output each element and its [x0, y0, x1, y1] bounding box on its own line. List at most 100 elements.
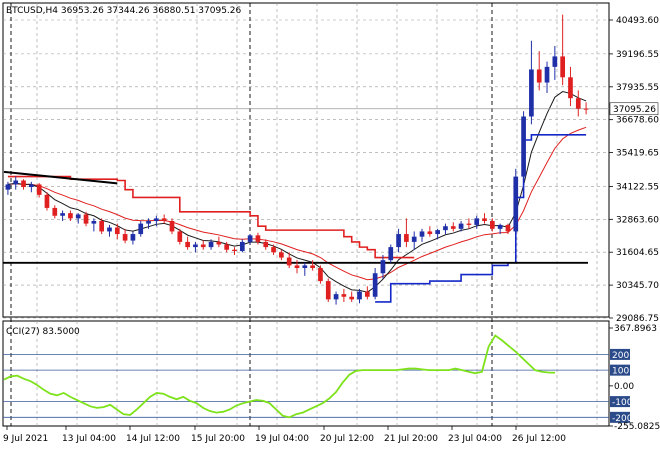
candle-body	[411, 236, 417, 242]
candle-body	[185, 241, 190, 248]
candle[interactable]	[239, 239, 245, 253]
candle[interactable]	[427, 226, 433, 237]
candle[interactable]	[318, 265, 323, 284]
candle[interactable]	[36, 183, 42, 198]
candle-body	[232, 249, 237, 252]
candle[interactable]	[372, 268, 378, 300]
candle[interactable]	[130, 231, 136, 245]
candle[interactable]	[185, 236, 190, 250]
candle[interactable]	[552, 45, 558, 80]
candle[interactable]	[52, 205, 58, 219]
candle[interactable]	[349, 291, 355, 302]
candle[interactable]	[91, 218, 97, 232]
candle[interactable]	[29, 181, 34, 193]
candle[interactable]	[83, 211, 89, 227]
candle[interactable]	[44, 192, 50, 211]
candle[interactable]	[208, 239, 214, 250]
candle[interactable]	[21, 179, 26, 190]
time-axis-label: 14 Jul 12:00	[126, 434, 180, 444]
candle[interactable]	[388, 244, 394, 263]
candle[interactable]	[364, 286, 370, 300]
current-price-label: 37095.26	[613, 105, 656, 115]
candles[interactable]	[5, 14, 589, 305]
candle[interactable]	[310, 260, 315, 271]
candle[interactable]	[357, 288, 362, 304]
candle[interactable]	[560, 14, 565, 86]
candle[interactable]	[60, 210, 65, 221]
candle[interactable]	[161, 214, 167, 224]
candle-body	[341, 294, 347, 297]
candle[interactable]	[380, 254, 386, 279]
price-axis-label: 39196.55	[616, 50, 659, 60]
candle[interactable]	[575, 90, 581, 117]
candle[interactable]	[107, 224, 112, 237]
candle[interactable]	[302, 262, 308, 276]
candle[interactable]	[411, 231, 417, 250]
price-axis-label: 30345.70	[616, 281, 659, 291]
candle[interactable]	[396, 228, 401, 253]
candle[interactable]	[466, 218, 472, 229]
candle[interactable]	[583, 102, 589, 115]
candle[interactable]	[247, 234, 253, 245]
candle[interactable]	[536, 51, 542, 91]
candle[interactable]	[200, 240, 206, 250]
candle-body	[208, 241, 214, 248]
cci-level-label: -100	[612, 398, 633, 408]
candle[interactable]	[216, 236, 222, 248]
candle[interactable]	[271, 244, 276, 255]
candle-body	[380, 260, 386, 274]
candle[interactable]	[474, 215, 480, 229]
candle[interactable]	[122, 228, 128, 244]
candle[interactable]	[232, 247, 237, 255]
candle[interactable]	[529, 40, 534, 125]
candle[interactable]	[169, 218, 175, 235]
candle[interactable]	[154, 215, 159, 227]
candle[interactable]	[568, 66, 573, 107]
candle[interactable]	[68, 210, 73, 221]
candle[interactable]	[177, 228, 183, 245]
candle[interactable]	[482, 213, 487, 224]
candle-body	[193, 244, 198, 248]
price-axis-label: 31604.65	[616, 248, 659, 258]
candle[interactable]	[193, 241, 198, 253]
candle[interactable]	[138, 220, 144, 237]
candle[interactable]	[443, 223, 448, 235]
candle[interactable]	[435, 228, 440, 240]
candle[interactable]	[497, 223, 503, 235]
candle[interactable]	[419, 228, 425, 242]
candle[interactable]	[325, 278, 331, 302]
candle[interactable]	[458, 220, 464, 232]
cci-series	[3, 334, 556, 419]
candle[interactable]	[333, 291, 339, 305]
candle-body	[575, 98, 581, 109]
candle[interactable]	[450, 222, 456, 232]
candle-body	[91, 220, 97, 224]
candle[interactable]	[341, 288, 347, 302]
candle[interactable]	[505, 223, 511, 235]
candle[interactable]	[404, 218, 409, 248]
candle[interactable]	[489, 218, 495, 232]
candle[interactable]	[224, 241, 230, 253]
candle[interactable]	[146, 218, 151, 229]
candle-body	[302, 265, 308, 269]
candle[interactable]	[255, 232, 261, 245]
candle[interactable]	[263, 239, 269, 250]
candle[interactable]	[513, 168, 519, 233]
candle[interactable]	[279, 249, 284, 261]
cci-indicator-header: CCI(27) 83.5000	[6, 327, 80, 337]
cci-level-tag	[610, 364, 630, 376]
candle-body	[21, 180, 26, 188]
candle[interactable]	[286, 252, 292, 269]
trend-line	[3, 170, 118, 185]
candle[interactable]	[521, 111, 526, 180]
candle[interactable]	[544, 61, 550, 93]
candle[interactable]	[13, 176, 19, 190]
candle[interactable]	[99, 218, 105, 235]
candle[interactable]	[75, 213, 81, 224]
candle[interactable]	[294, 260, 300, 274]
cci-axis-label: 0.00	[614, 382, 634, 392]
candle-body	[52, 207, 58, 216]
candle[interactable]	[114, 223, 120, 240]
candle[interactable]	[5, 181, 11, 195]
